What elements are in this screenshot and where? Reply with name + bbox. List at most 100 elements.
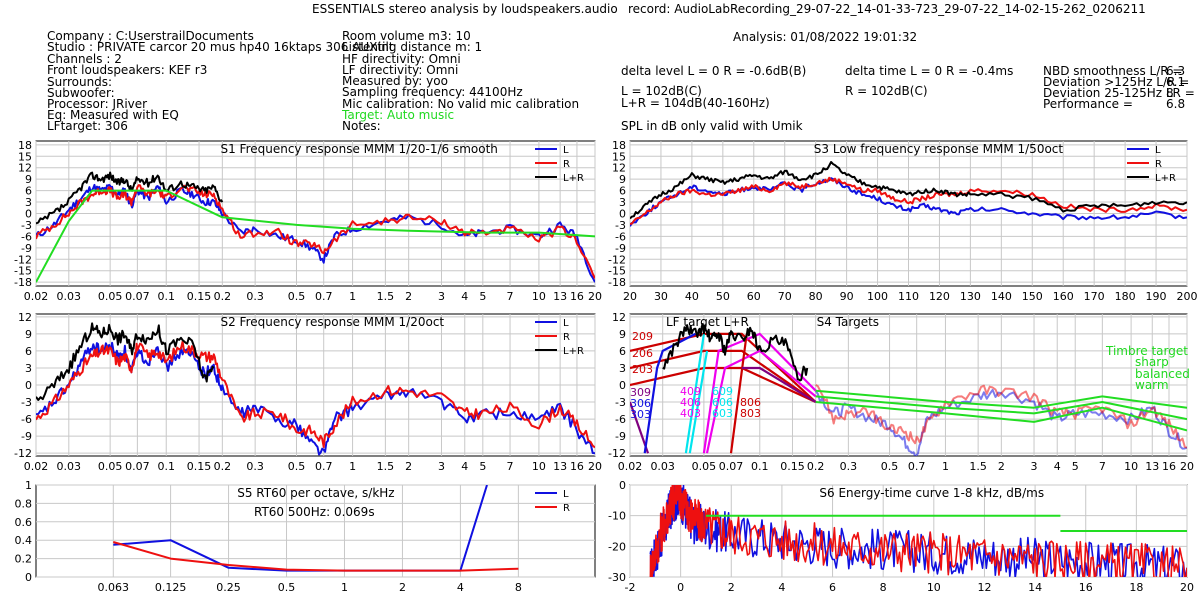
y-tick-label: 0	[25, 379, 32, 392]
legend-label: L+R	[563, 173, 584, 184]
y-tick-label: 6	[25, 185, 32, 198]
x-tick-label: 1	[349, 460, 356, 473]
x-tick-label: 4	[461, 460, 468, 473]
y-tick-label: 0.4	[15, 534, 33, 547]
target-label: 306	[630, 397, 651, 410]
y-tick-label: 3	[619, 196, 626, 209]
x-tick-label: 5	[479, 460, 486, 473]
y-tick-label: 6	[619, 185, 626, 198]
y-tick-label: -10	[608, 510, 626, 523]
x-tick-label: 1.5	[377, 460, 395, 473]
chart-s5: 1 0.8 0.6 0.4 0.2 0 0.063 0.125 0.25 0.5 1 2 4 8 S5 RT…	[15, 479, 596, 594]
info-measured-by: Measured by: yoo	[342, 74, 448, 88]
x-tick-label: 1	[349, 290, 356, 303]
info-notes: Notes:	[342, 119, 381, 133]
y-tick-label: -20	[608, 540, 626, 553]
y-tick-label: 0.2	[15, 553, 33, 566]
x-tick-label: 1.5	[377, 290, 395, 303]
timbre-label: warm	[1135, 378, 1169, 392]
info-lftarget: LFtarget: 306	[47, 119, 128, 133]
x-tick-label: 4	[778, 581, 785, 594]
y-tick-label: -12	[14, 447, 32, 460]
x-tick-label: 80	[809, 290, 823, 303]
y-tick-label: 12	[18, 311, 32, 324]
y-tick-label: 0	[25, 571, 32, 584]
x-tick-label: 10	[927, 581, 941, 594]
x-tick-label: 0.7	[908, 460, 926, 473]
x-tick-label: 4	[457, 581, 464, 594]
timbre-label: Timbre target	[1105, 344, 1188, 358]
x-tick-label: 20	[1180, 581, 1194, 594]
series-line-r	[36, 340, 595, 449]
info-lf-directivity: LF directivity: Omni	[342, 63, 459, 77]
target-label: 409	[680, 385, 701, 398]
x-tick-label: 20	[1180, 460, 1194, 473]
y-tick-label: -12	[14, 253, 32, 266]
y-tick-label: -15	[14, 265, 32, 278]
y-tick-label: 9	[25, 173, 32, 186]
y-tick-label: -12	[608, 447, 626, 460]
y-tick-label: 9	[619, 328, 626, 341]
y-tick-label: -6	[615, 230, 626, 243]
x-tick-label: 110	[898, 290, 919, 303]
x-tick-label: 0.1	[751, 460, 769, 473]
lf-target-line	[729, 333, 748, 454]
info-room-volume: Room volume m3: 10	[342, 29, 471, 43]
x-tick-label: 0.1	[157, 460, 175, 473]
x-tick-label: 20	[623, 290, 637, 303]
series-line-r	[815, 384, 1187, 449]
perf-value: 6.8	[1166, 97, 1186, 111]
x-tick-label: 160	[1053, 290, 1074, 303]
x-tick-label: 0.02	[24, 290, 49, 303]
x-tick-label: 0.7	[315, 290, 333, 303]
y-tick-label: 18	[18, 139, 32, 152]
x-tick-label: 180	[1115, 290, 1136, 303]
y-tick-label: 0	[25, 208, 32, 221]
x-tick-label: 0.03	[57, 460, 82, 473]
y-tick-label: 0.8	[15, 497, 33, 510]
series-line-r	[630, 176, 1187, 225]
target-label: 309	[630, 386, 651, 399]
legend-label: L	[563, 318, 569, 329]
y-tick-label: 0.6	[15, 516, 33, 529]
y-tick-label: 3	[619, 362, 626, 375]
y-tick-label: -6	[615, 413, 626, 426]
info-hf-directivity: HF directivity: Omni	[342, 52, 461, 66]
page-title: ESSENTIALS stereo analysis by loudspeake…	[312, 2, 618, 16]
y-tick-label: 18	[612, 139, 626, 152]
x-tick-label: 0.5	[881, 460, 899, 473]
target-label: 303	[630, 408, 651, 421]
x-tick-label: 90	[840, 290, 854, 303]
x-tick-label: 13	[553, 290, 567, 303]
x-tick-label: 0.5	[288, 460, 306, 473]
y-tick-label: -9	[615, 242, 626, 255]
y-tick-label: 0	[619, 208, 626, 221]
y-tick-label: 0	[619, 479, 626, 492]
x-tick-label: 0.3	[246, 290, 264, 303]
x-tick-label: 5	[479, 290, 486, 303]
info-processor: Processor: JRiver	[47, 97, 148, 111]
y-tick-label: -12	[608, 253, 626, 266]
x-tick-label: 7	[507, 460, 514, 473]
legend-label: R	[563, 332, 570, 343]
chart-title: S2 Frequency response MMM 1/20oct	[220, 315, 444, 329]
x-tick-label: 0.02	[24, 460, 49, 473]
dev125-label: Deviation >125Hz L/R =	[1043, 75, 1190, 89]
info-eq: Eq: Measured with EQ	[47, 108, 179, 122]
x-tick-label: 8	[515, 581, 522, 594]
y-tick-label: 6	[619, 345, 626, 358]
x-tick-label: 200	[1177, 290, 1198, 303]
x-tick-label: 0.2	[214, 290, 232, 303]
legend-label: L+R	[1155, 173, 1176, 184]
series-line-r	[649, 485, 1187, 577]
x-tick-label: 0.063	[98, 581, 130, 594]
dev25-value: 8	[1166, 86, 1174, 100]
x-tick-label: 30	[654, 290, 668, 303]
series-line-timbre-warm	[815, 401, 1187, 432]
x-tick-label: 5	[1072, 460, 1079, 473]
